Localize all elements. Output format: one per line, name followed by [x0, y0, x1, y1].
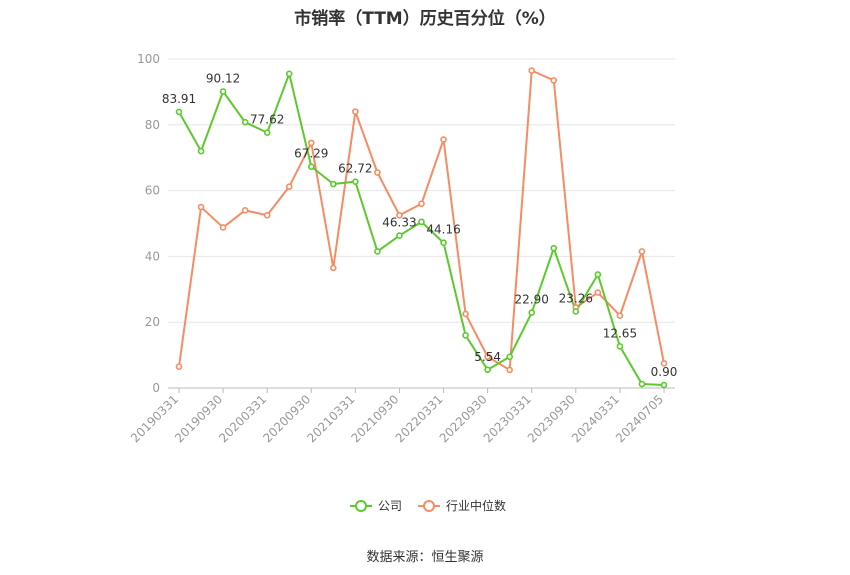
data-label: 23.26: [559, 291, 593, 305]
data-point-company: [462, 332, 469, 339]
data-point-industry-median: [374, 169, 381, 176]
legend-marker: [355, 500, 367, 512]
data-point-company: [660, 381, 668, 389]
legend-item-company: 公司: [350, 499, 402, 513]
y-tick-label: 0: [152, 381, 160, 395]
y-tick-label: 60: [145, 184, 160, 198]
data-point-industry-median: [307, 139, 315, 147]
data-point-company: [484, 366, 491, 374]
data-label: 83.91: [162, 92, 196, 106]
data-point-company: [241, 118, 249, 126]
data-point-company: [594, 271, 602, 278]
data-point-industry-median: [175, 363, 183, 370]
data-label: 5.54: [474, 350, 501, 364]
data-label: 67.29: [294, 147, 328, 161]
data-source: 数据来源：恒生聚源: [366, 550, 484, 565]
data-label: 77.62: [250, 113, 284, 127]
data-point-industry-median: [396, 211, 403, 219]
data-point-company: [550, 244, 558, 252]
data-point-company: [528, 309, 536, 316]
y-tick-label: 80: [145, 118, 160, 132]
data-point-industry-median: [594, 289, 602, 296]
data-point-industry-median: [197, 203, 205, 211]
data-point-company: [374, 248, 381, 255]
data-label: 22.90: [515, 293, 549, 307]
data-point-industry-median: [352, 108, 359, 115]
data-point-company: [330, 180, 337, 188]
data-point-industry-median: [330, 264, 337, 272]
data-point-company: [352, 178, 359, 185]
data-labels: 83.91 90.12 77.62 67.29 62.72 46.33 44.16 5.54 2…: [162, 72, 678, 380]
data-point-industry-median: [638, 248, 646, 255]
y-tick-label: 100: [137, 52, 160, 66]
data-point-company: [506, 353, 513, 361]
data-point-company: [175, 108, 183, 116]
data-point-industry-median: [462, 310, 469, 318]
data-label: 0.90: [651, 365, 678, 379]
legend-label: 公司: [378, 499, 402, 513]
data-label: 12.65: [603, 326, 637, 340]
data-label: 90.12: [206, 72, 240, 86]
axes: 0204060801002019033120190930202003312020…: [128, 52, 666, 445]
legend-label: 行业中位数: [446, 498, 506, 513]
data-point-company: [616, 343, 624, 350]
data-point-industry-median: [660, 360, 668, 367]
data-point-industry-median: [528, 67, 536, 74]
data-point-industry-median: [506, 366, 513, 374]
data-point-industry-median: [263, 211, 271, 219]
legend-marker: [423, 500, 435, 512]
data-point-company: [440, 239, 447, 247]
grid-lines: [168, 58, 675, 389]
data-label: 46.33: [382, 216, 416, 230]
data-point-company: [572, 308, 580, 315]
x-tick-label: 20240705: [613, 392, 666, 445]
data-label: 62.72: [338, 162, 372, 176]
chart-title: 市销率（TTM）历史百分位（%）: [294, 9, 556, 29]
data-point-industry-median: [418, 200, 425, 208]
y-tick-label: 40: [145, 249, 160, 263]
data-point-company: [396, 232, 403, 239]
data-point-industry-median: [241, 207, 249, 214]
data-point-company: [219, 88, 227, 95]
y-tick-label: 20: [145, 315, 160, 329]
data-point-industry-median: [440, 136, 447, 143]
legend: 公司 行业中位数: [350, 498, 506, 513]
data-points: [175, 67, 668, 389]
data-point-company: [638, 380, 646, 388]
data-point-company: [307, 163, 315, 170]
data-point-company: [418, 218, 425, 226]
data-point-industry-median: [616, 312, 624, 319]
data-point-company: [263, 129, 271, 136]
data-point-industry-median: [285, 183, 293, 190]
data-point-industry-median: [219, 224, 227, 231]
data-point-company: [285, 70, 293, 78]
legend-item-industry-median: 行业中位数: [418, 498, 506, 513]
data-point-company: [197, 147, 205, 155]
data-label: 44.16: [426, 223, 460, 237]
data-point-industry-median: [550, 77, 558, 84]
data-point-industry-median: [484, 353, 491, 361]
